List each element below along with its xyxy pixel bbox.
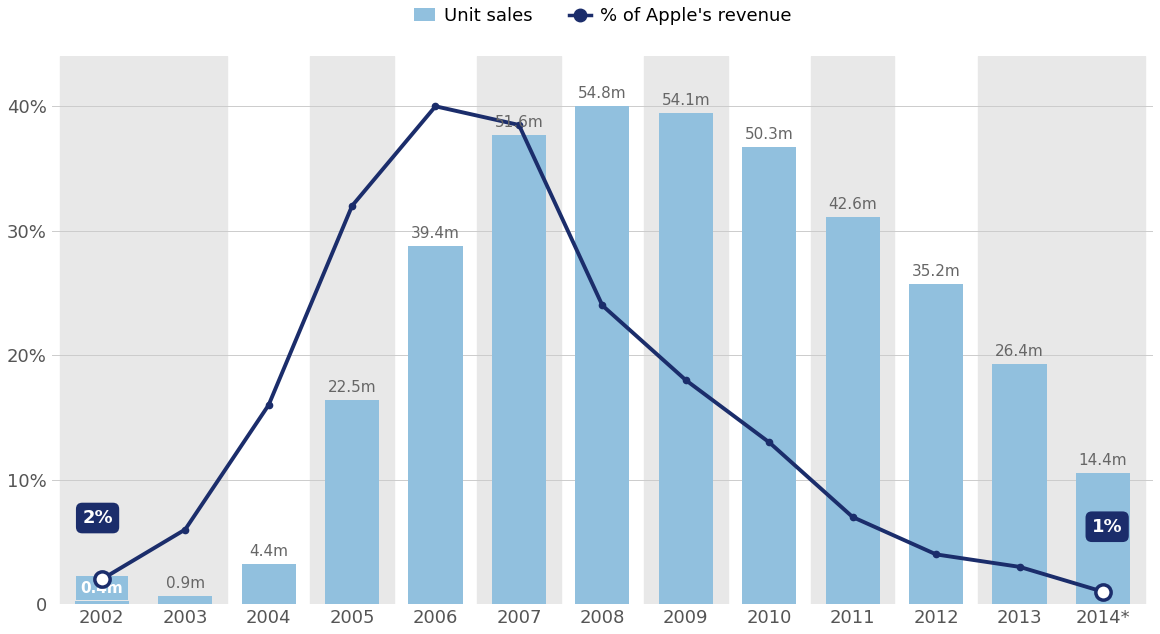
Text: 14.4m: 14.4m: [1079, 453, 1128, 469]
Bar: [659, 113, 713, 604]
Bar: [241, 564, 296, 604]
Bar: [477, 56, 560, 604]
Bar: [742, 147, 797, 604]
Bar: [644, 56, 727, 604]
Bar: [575, 107, 630, 604]
Bar: [811, 56, 894, 604]
Bar: [60, 56, 144, 604]
Bar: [826, 217, 879, 604]
Text: 26.4m: 26.4m: [995, 344, 1044, 359]
Text: 0.4m: 0.4m: [80, 581, 123, 595]
Text: 42.6m: 42.6m: [828, 197, 877, 212]
Bar: [325, 400, 379, 604]
Text: 0.9m: 0.9m: [166, 576, 205, 591]
Bar: [74, 600, 129, 604]
Bar: [158, 596, 212, 604]
Text: 35.2m: 35.2m: [912, 264, 960, 280]
Bar: [993, 365, 1046, 604]
Text: 22.5m: 22.5m: [328, 380, 376, 395]
Bar: [909, 284, 963, 604]
Bar: [492, 135, 546, 604]
Bar: [408, 246, 463, 604]
Text: 4.4m: 4.4m: [249, 544, 288, 559]
Text: 51.6m: 51.6m: [494, 115, 543, 131]
Text: 1%: 1%: [1092, 518, 1123, 589]
Bar: [311, 56, 393, 604]
Legend: Unit sales, % of Apple's revenue: Unit sales, % of Apple's revenue: [406, 0, 798, 32]
Bar: [144, 56, 227, 604]
Text: 54.1m: 54.1m: [661, 93, 710, 108]
Bar: [1075, 474, 1130, 604]
Text: 39.4m: 39.4m: [411, 226, 459, 241]
Bar: [1061, 56, 1145, 604]
Text: 54.8m: 54.8m: [578, 86, 626, 101]
Bar: [978, 56, 1061, 604]
Text: 2%: 2%: [82, 509, 113, 576]
Text: 50.3m: 50.3m: [745, 127, 793, 142]
